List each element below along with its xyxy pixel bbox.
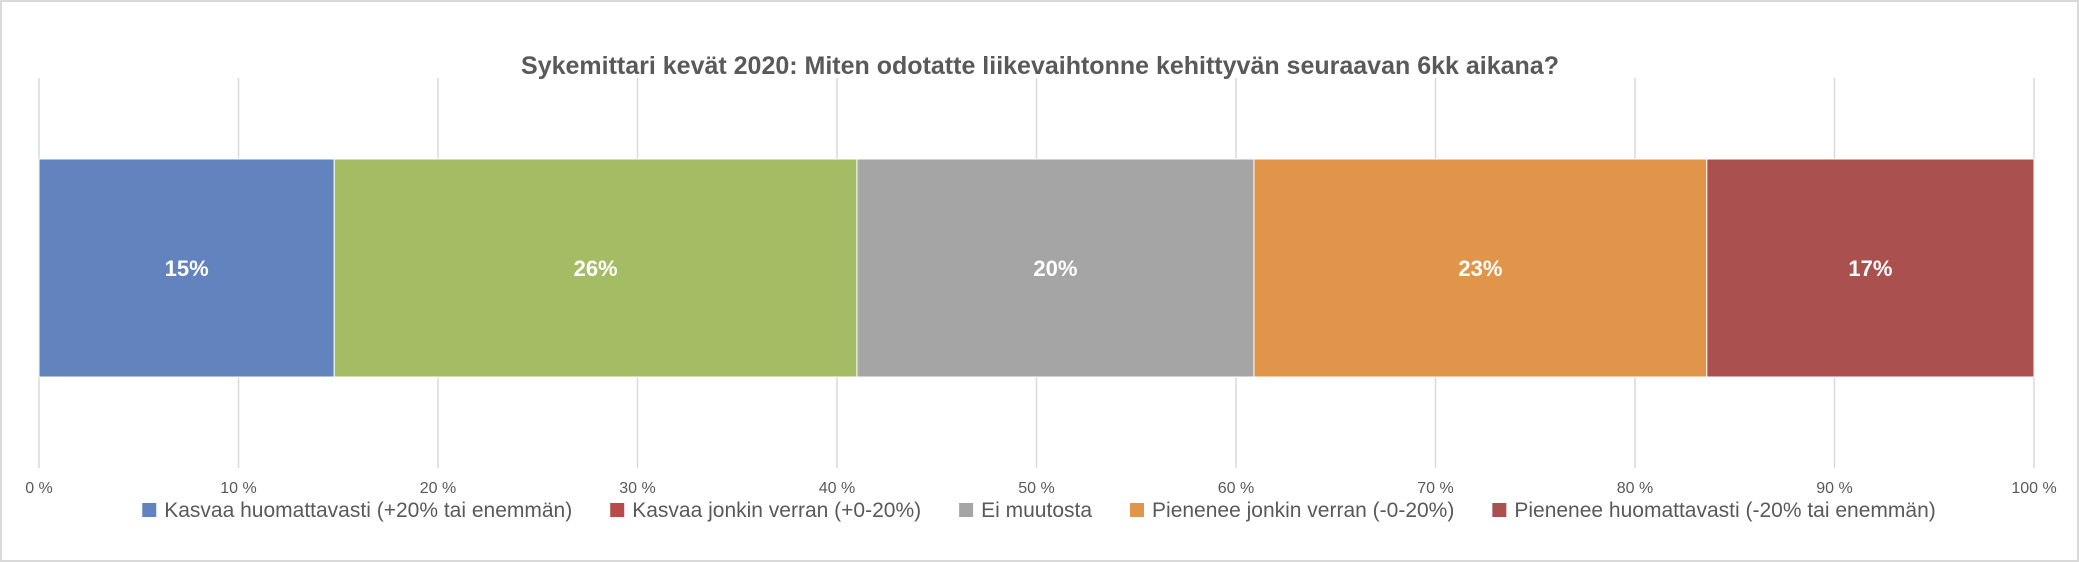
bar-segment-4 bbox=[1253, 158, 1708, 378]
x-tick-label: 80 % bbox=[1617, 480, 1653, 497]
legend-swatch bbox=[1492, 503, 1507, 517]
legend-swatch bbox=[610, 503, 625, 517]
bar-segment-5 bbox=[1706, 158, 2035, 378]
x-tick-label: 100 % bbox=[2011, 480, 2056, 497]
x-axis-ticks: 0 % 10 % 20 % 30 % 40 % 50 % 60 % 70 % 80 % 90 % 1… bbox=[25, 480, 2056, 497]
bar-segment-1 bbox=[38, 158, 335, 378]
x-tick-label: 90 % bbox=[1816, 480, 1852, 497]
data-label: 26% bbox=[574, 256, 618, 281]
legend-label: Ei muutosta bbox=[981, 499, 1092, 522]
legend-label: Pienenee huomattavasti (-20% tai enemmän… bbox=[1514, 499, 1935, 522]
x-tick-label: 60 % bbox=[1218, 480, 1254, 497]
data-label: 23% bbox=[1458, 256, 1502, 281]
legend-swatch bbox=[959, 503, 974, 517]
legend: Kasvaa huomattavasti (+20% tai enemmän) K… bbox=[142, 499, 1936, 522]
legend-item-5: Pienenee huomattavasti (-20% tai enemmän… bbox=[1492, 499, 1936, 522]
legend-label: Kasvaa huomattavasti (+20% tai enemmän) bbox=[164, 499, 572, 522]
data-label: 20% bbox=[1033, 256, 1077, 281]
legend-item-3: Ei muutosta bbox=[959, 499, 1092, 522]
legend-label: Pienenee jonkin verran (-0-20%) bbox=[1152, 499, 1454, 522]
legend-item-2: Kasvaa jonkin verran (+0-20%) bbox=[610, 499, 921, 522]
bars: 15% 26% 20% 23% 17% bbox=[38, 158, 2035, 378]
bar-segment-3 bbox=[856, 158, 1255, 378]
x-tick-label: 30 % bbox=[619, 480, 655, 497]
x-tick-label: 70 % bbox=[1417, 480, 1453, 497]
legend-item-4: Pienenee jonkin verran (-0-20%) bbox=[1130, 499, 1454, 522]
chart-title: Sykemittari kevät 2020: Miten odotatte l… bbox=[521, 52, 1559, 80]
x-tick-label: 40 % bbox=[819, 480, 855, 497]
data-label: 17% bbox=[1848, 256, 1892, 281]
x-tick-label: 10 % bbox=[220, 480, 256, 497]
legend-swatch bbox=[142, 503, 157, 517]
legend-label: Kasvaa jonkin verran (+0-20%) bbox=[632, 499, 921, 522]
bar-segment-2 bbox=[333, 158, 858, 378]
x-tick-label: 50 % bbox=[1018, 480, 1054, 497]
legend-item-1: Kasvaa huomattavasti (+20% tai enemmän) bbox=[142, 499, 572, 522]
data-label: 15% bbox=[165, 256, 209, 281]
x-tick-label: 20 % bbox=[420, 480, 456, 497]
legend-swatch bbox=[1130, 503, 1145, 517]
x-tick-label: 0 % bbox=[25, 480, 53, 497]
